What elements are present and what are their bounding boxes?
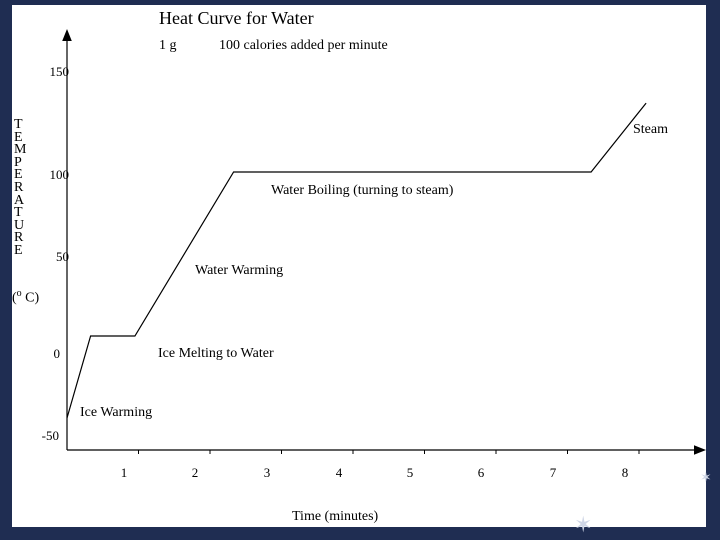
- y-axis-label-letter: T: [14, 205, 23, 221]
- chart-title: Heat Curve for Water: [159, 8, 314, 28]
- x-tick-label: 7: [549, 465, 557, 480]
- y-tick-label: 150: [49, 64, 70, 79]
- decorative-star-icon: ✶: [700, 471, 712, 486]
- y-axis-label-letter: A: [14, 192, 25, 208]
- annotation-ice-warming: Ice Warming: [80, 405, 153, 420]
- y-axis-label-letter: R: [14, 230, 24, 246]
- y-tick-label: 50: [56, 249, 69, 264]
- y-axis-label-letter: R: [14, 180, 24, 195]
- x-axis-label: Time (minutes): [292, 509, 379, 524]
- annotation-water-warming: Water Warming: [195, 263, 284, 278]
- chart-subtitle-mass: 1 g: [159, 38, 177, 53]
- y-axis-unit: (o C): [12, 288, 40, 306]
- heat-curve-line: [66, 102, 647, 419]
- y-tick-label: -50: [41, 428, 59, 443]
- y-axis-label-letter: E: [14, 243, 23, 258]
- y-axis-label-letter: T: [14, 117, 23, 132]
- x-tick-label: 2: [191, 465, 199, 480]
- y-axis-label-letter: M: [14, 142, 27, 158]
- y-axis-label-letter: P: [14, 154, 22, 170]
- annotation-ice-melting: Ice Melting to Water: [158, 346, 274, 361]
- y-tick-label: 0: [53, 346, 61, 361]
- chart-subtitle-rate: 100 calories added per minute: [219, 38, 388, 53]
- y-tick-label: 100: [49, 167, 70, 182]
- x-tick-label: 5: [406, 465, 414, 480]
- chart-plot: [62, 29, 706, 455]
- x-tick-label: 3: [263, 465, 271, 480]
- x-tick-label: 8: [621, 465, 629, 480]
- annotation-steam: Steam: [633, 122, 668, 137]
- annotation-water-boiling: Water Boiling (turning to steam): [271, 183, 454, 198]
- y-axis-label-letter: E: [14, 167, 23, 183]
- y-axis-label-letter: E: [14, 129, 23, 145]
- y-axis-label-letter: U: [14, 217, 25, 233]
- x-tick-label: 1: [120, 465, 128, 480]
- decorative-star-icon: ✶: [574, 512, 593, 537]
- x-tick-label: 4: [335, 465, 343, 480]
- chart-panel: Heat Curve for Water 1 g 100 calories ad…: [12, 5, 706, 527]
- x-tick-label: 6: [477, 465, 485, 480]
